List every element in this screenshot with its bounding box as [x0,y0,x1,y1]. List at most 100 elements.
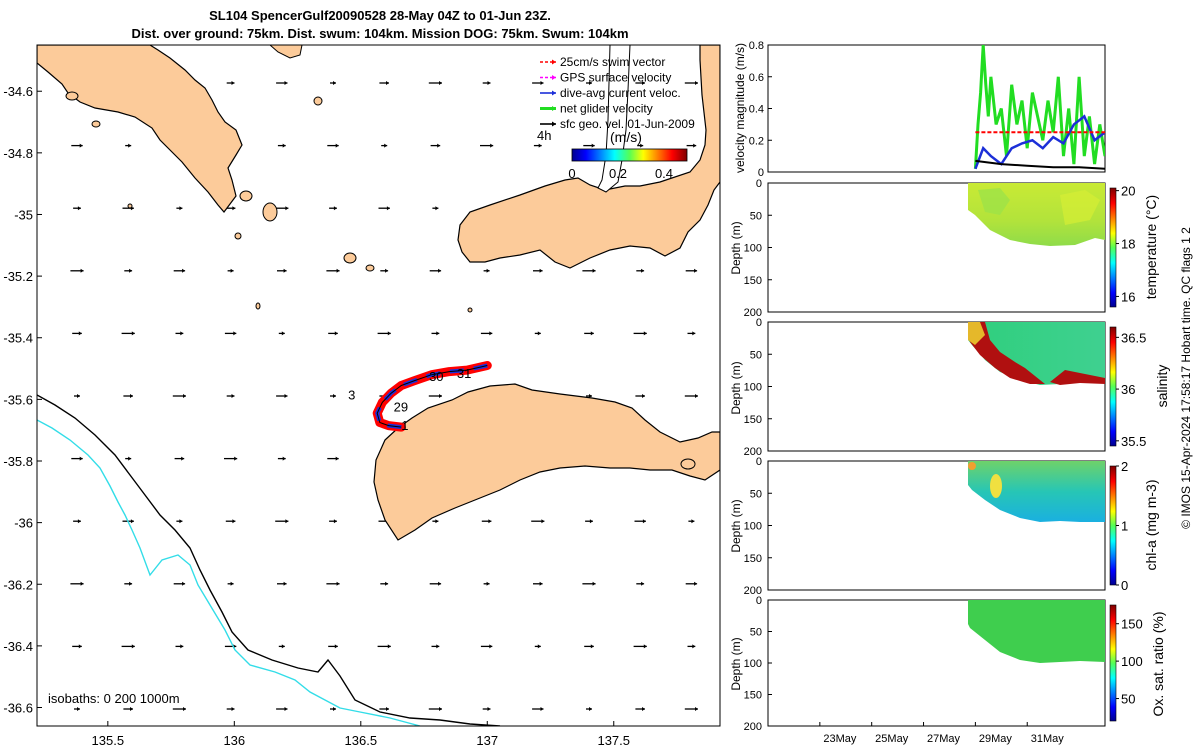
current-arrow-head [743,269,746,273]
land-cape-north [269,45,303,59]
date-tick-label: 27May [927,733,961,745]
current-arrow-head [437,143,441,148]
section-axis-ticks: 0501001502000501001502000501001502000501… [744,178,1065,745]
current-arrow-head [335,143,339,148]
depth-tick-label: 0 [756,456,762,468]
current-arrow-head [283,581,287,586]
temperature-warm-patch [1060,190,1100,225]
legend-arrowhead [552,59,556,65]
current-arrow-head [385,268,389,273]
current-arrow-head [744,707,747,711]
colorbar-gradient [1109,326,1117,447]
colorbar-tick-label: 2 [1121,459,1128,474]
current-arrow-head [231,394,235,398]
depth-tick-label: 0 [756,178,762,190]
current-arrow-head [691,519,695,524]
current-arrow-head [438,268,442,273]
current-arrow-head [281,644,285,649]
colorbar-gradient [1109,604,1117,722]
current-arrow-head [79,143,83,148]
colorbar-tick-label: 35.5 [1121,434,1146,449]
current-arrow-head [489,644,493,649]
current-arrow-head [179,519,183,524]
speed-time-label: 4h [537,128,551,143]
current-arrow-head [336,268,340,273]
velocity-axis-ticks: 0 0.2 0.4 0.6 0.8 [749,40,772,179]
colorbar-gradient [1109,465,1117,586]
current-arrow-head [336,581,340,586]
depth-tick-label: 150 [744,275,762,287]
depth-tick-label: 50 [750,210,762,222]
colorbar-gradient [1109,187,1117,308]
depth-tick-label: 0 [756,595,762,607]
depth-tick-label: 100 [744,382,762,394]
current-arrow-head [231,81,235,85]
current-arrow-head [77,519,81,524]
current-arrow-head [80,581,84,586]
legend-label: dive-avg current veloc. [560,86,681,100]
oxygen-section [968,600,1105,663]
current-arrow-head [234,456,238,461]
current-arrow-head [333,81,336,85]
current-arrow-head [540,707,544,711]
colorbar-tick-label: 100 [1121,654,1143,669]
current-arrow-head [183,707,186,711]
depth-tick-label: 0 [756,317,762,329]
speed-colorbar-gradient [571,148,688,162]
map-ytick-label: -36.2 [3,577,33,592]
isobath-1000m [37,419,421,726]
current-arrow-head [182,268,186,273]
current-arrow-head [384,143,388,148]
current-arrow-head [642,394,645,398]
depth-tick-label: 100 [744,243,762,255]
chart-title-line1: SL104 SpencerGulf20090528 28-May 04Z to … [209,8,551,23]
map-legend: 25cm/s swim vector GPS surface velocitydi… [540,55,695,131]
colorbar-tick-label: 36 [1121,382,1135,397]
current-arrow-head [589,394,592,398]
map-xtick-label: 136 [223,733,245,748]
current-arrow-head [334,331,338,336]
velocity-ytick-label: 0.6 [749,72,764,84]
salinity-east-band [1050,370,1105,385]
track-day-label: 30 [429,369,443,384]
current-arrow-head [230,581,234,586]
current-arrow-head [335,456,339,461]
current-arrow-head [487,707,491,711]
current-arrow-head [131,331,135,336]
current-arrow-head [230,268,234,273]
depth-tick-label: 50 [750,488,762,500]
current-arrow-head [333,707,336,711]
current-arrow-head [131,644,135,649]
salinity-surface-band [968,322,985,345]
current-arrow-head [79,456,83,461]
current-arrow-head [436,331,440,336]
current-arrow-head [282,456,286,461]
current-arrow-head [486,268,490,273]
current-arrow-head [486,581,490,586]
section-panels: 0501001502000501001502000501001502000501… [744,178,1147,745]
depth-tick-label: 150 [744,553,762,565]
current-arrow-head [78,331,82,336]
current-arrow-head [128,143,132,148]
current-arrow-head [641,581,645,586]
current-arrow-head [386,81,389,85]
velocity-ylabel: velocity magnitude (m/s) [733,42,747,174]
current-arrow-head [181,456,185,461]
current-arrow-head [589,707,592,711]
current-arrow-head [130,394,133,398]
speed-colorbar-tick: 0.4 [655,166,673,181]
speed-units-label: (m/s) [610,129,642,145]
isobath-200m [37,394,501,726]
current-arrow-head [183,394,186,398]
legend-label: sfc geo. vel. 01-Jun-2009 [560,117,695,131]
track-day-label: 31 [457,366,471,381]
salinity-panel [767,321,1106,452]
current-arrow-head [333,394,336,398]
current-arrow-head [179,206,183,211]
chla-section [968,461,1105,522]
current-arrow-head [695,394,698,398]
colorbar-tick-label: 50 [1121,692,1135,707]
current-arrow-head [692,644,696,649]
current-arrow-head [539,268,543,273]
colorbar-tick-label: 1 [1121,519,1128,534]
